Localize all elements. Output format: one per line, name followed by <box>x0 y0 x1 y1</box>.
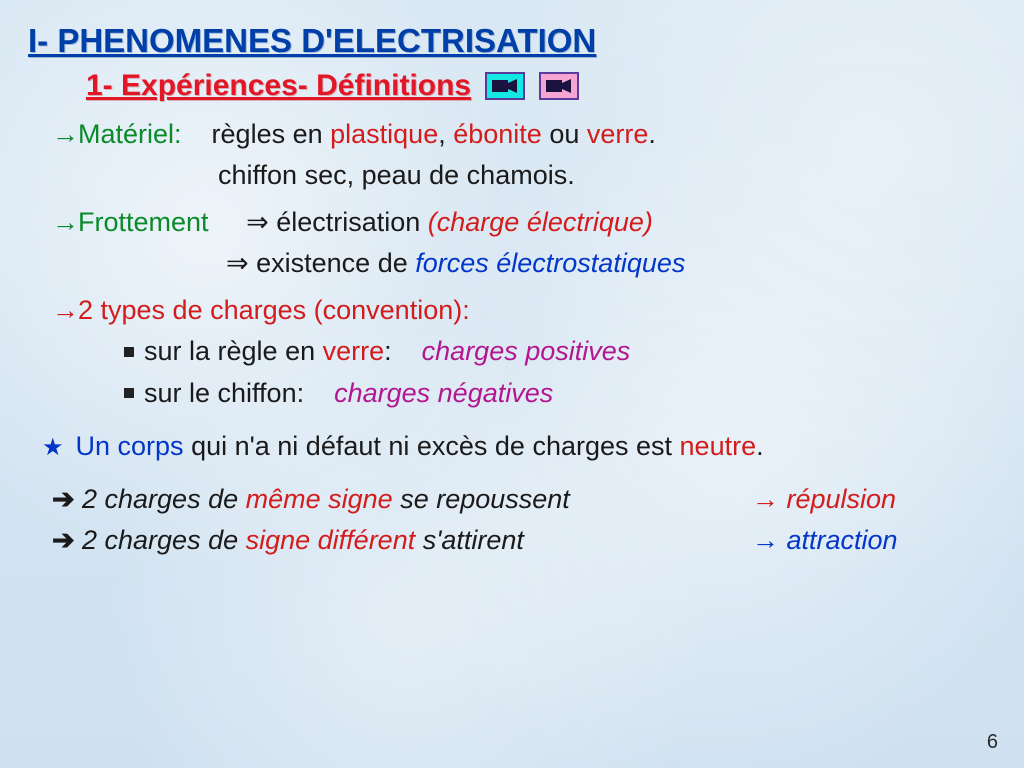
big-arrow-icon: ➔ <box>52 521 82 560</box>
slide: I- PHENOMENES D'ELECTRISATION 1- Expérie… <box>0 0 1024 768</box>
double-arrow-icon: ⇒ <box>226 248 249 278</box>
neutral-line: ★ Un corps qui n'a ni défaut ni excès de… <box>28 427 996 466</box>
section-title: I- PHENOMENES D'ELECTRISATION <box>28 20 996 61</box>
frottement-line2: ⇒ existence de forces électrostatiques <box>28 244 996 283</box>
types-header: →2 types de charges (convention): <box>28 291 996 330</box>
arrow-right-icon: → <box>752 525 779 555</box>
force-line-attraction: ➔2 charges de signe différent s'attirent… <box>28 521 996 560</box>
arrow-right-icon: → <box>52 291 78 330</box>
arrow-right-icon: → <box>52 115 78 154</box>
subtitle: 1- Expériences- Définitions <box>86 67 471 105</box>
double-arrow-icon: ⇒ <box>246 207 269 237</box>
materiel-line2: chiffon sec, peau de chamois. <box>28 156 996 195</box>
subtitle-row: 1- Expériences- Définitions <box>86 67 996 105</box>
materiel-label: Matériel: <box>78 119 182 149</box>
bullet-square-icon <box>124 347 134 357</box>
materiel-line1: →Matériel: règles en plastique, ébonite … <box>28 115 996 154</box>
page-number: 6 <box>987 731 998 754</box>
camera-icon[interactable] <box>485 72 525 100</box>
arrow-right-icon: → <box>752 484 779 514</box>
types-bullet-2: sur le chiffon: charges négatives <box>28 374 996 413</box>
frottement-label: Frottement <box>78 207 209 237</box>
star-icon: ★ <box>42 431 68 466</box>
frottement-line1: →Frottement ⇒ électrisation (charge élec… <box>28 203 996 242</box>
arrow-right-icon: → <box>52 203 78 242</box>
bullet-square-icon <box>124 388 134 398</box>
big-arrow-icon: ➔ <box>52 480 82 519</box>
camera-icon[interactable] <box>539 72 579 100</box>
types-bullet-1: sur la règle en verre: charges positives <box>28 332 996 371</box>
force-line-repulsion: ➔2 charges de même signe se repoussent →… <box>28 480 996 519</box>
